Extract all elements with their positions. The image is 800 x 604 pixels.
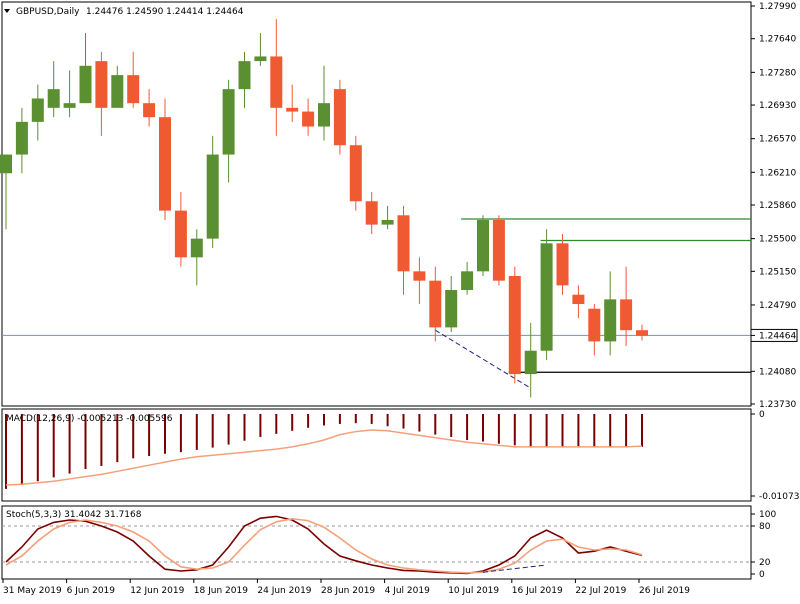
candle-body: [254, 56, 267, 62]
candle-body: [222, 89, 235, 155]
candle-body: [238, 61, 251, 90]
date-axis-label: 18 Jun 2019: [194, 586, 248, 596]
candle-body: [15, 121, 28, 155]
collapse-triangle-icon[interactable]: [4, 9, 10, 13]
date-axis-label: 22 Jul 2019: [575, 586, 626, 596]
date-axis-label: 24 Jun 2019: [257, 586, 311, 596]
candle-body: [461, 271, 474, 291]
candle-body: [556, 243, 569, 286]
price-axis-label: 1.24464: [759, 331, 796, 341]
stoch-header: Stoch(5,3,3) 31.4042 31.7168: [6, 510, 142, 520]
candle-body: [413, 271, 426, 281]
date-axis-label: 26 Jul 2019: [639, 586, 690, 596]
candle-body: [572, 294, 585, 305]
candle-body: [286, 107, 299, 112]
date-axis-label: 31 May 2019: [3, 586, 62, 596]
candle-body: [270, 56, 283, 108]
stoch-axis-label: 0: [759, 570, 765, 580]
candle-body: [636, 330, 648, 336]
candle-body: [333, 89, 346, 146]
candle-body: [159, 117, 171, 211]
candle-body: [477, 219, 489, 272]
candle-body: [445, 290, 458, 328]
date-axis-label: 16 Jul 2019: [512, 586, 563, 596]
candle-body: [349, 145, 362, 202]
price-trendline: [435, 329, 531, 389]
stoch-axis-label: 20: [759, 558, 771, 568]
candle-body: [381, 219, 394, 225]
candle-body: [524, 350, 537, 375]
symbol-header: GBPUSD,Daily: [16, 7, 80, 17]
ohlc-header: 1.24476 1.24590 1.24414 1.24464: [86, 7, 244, 17]
stoch-main-line: [5, 515, 643, 575]
candle-body: [0, 154, 12, 174]
macd-layer: [5, 414, 643, 489]
candle-body: [31, 98, 44, 122]
date-axis-label: 12 Jun 2019: [130, 586, 184, 596]
pane-frames: [1, 1, 752, 580]
date-axis-label: 10 Jul 2019: [448, 586, 499, 596]
candle-body: [190, 238, 203, 258]
macd-axis-label: -0.010733: [759, 492, 800, 502]
candle-body: [206, 154, 219, 239]
date-axis-label: 4 Jul 2019: [385, 586, 430, 596]
candle-body: [79, 65, 92, 104]
stoch-pane-frame: [1, 505, 752, 580]
price-axis-label: 1.26570: [759, 135, 796, 145]
candle-body: [429, 280, 442, 328]
stoch-axis-label: 80: [759, 522, 771, 532]
price-axis-label: 1.26210: [759, 168, 796, 178]
candle-body: [63, 103, 76, 108]
macd-header: MACD(12,26,9) -0.005213 -0.005596: [6, 414, 173, 424]
candle-body: [143, 103, 156, 118]
macd-axis-label: 0: [759, 410, 765, 420]
date-axis-label: 28 Jun 2019: [321, 586, 375, 596]
candle-body: [318, 103, 330, 127]
candle-body: [540, 243, 553, 351]
candle-body: [111, 75, 124, 108]
candle-body: [397, 215, 410, 272]
macd-pane-frame: [1, 408, 752, 502]
candle-body: [492, 219, 505, 281]
price-axis-label: 1.25150: [759, 267, 796, 277]
price-axis-label: 1.26930: [759, 101, 796, 111]
price-axis-label: 1.25500: [759, 235, 796, 245]
candle-body: [302, 111, 315, 127]
stoch-trendline: [482, 564, 547, 573]
price-pane-frame: [1, 1, 752, 407]
stoch-signal-line: [5, 517, 643, 574]
candles-layer: [0, 19, 648, 398]
candle-body: [127, 75, 140, 104]
candle-body: [95, 61, 108, 108]
price-axis-label: 1.25860: [759, 201, 796, 211]
candle-body: [620, 299, 633, 331]
price-axis-label: 1.24790: [759, 301, 796, 311]
candle-body: [508, 276, 521, 375]
levels-layer: [2, 218, 751, 389]
candle-body: [174, 210, 187, 258]
price-axis-label: 1.23730: [759, 400, 796, 410]
macd-signal-line: [5, 429, 643, 486]
price-axis-label: 1.27990: [759, 2, 796, 12]
date-axis-label: 6 Jun 2019: [67, 586, 116, 596]
candle-body: [47, 89, 60, 108]
stoch-axis-label: 100: [759, 510, 776, 520]
stoch-layer: [2, 515, 751, 575]
price-axis-label: 1.27280: [759, 68, 796, 78]
candle-body: [604, 299, 617, 342]
price-axis-label: 1.27640: [759, 35, 796, 45]
price-axis-label: 1.24080: [759, 367, 796, 377]
candle-body: [588, 308, 601, 342]
candle-body: [365, 201, 378, 225]
